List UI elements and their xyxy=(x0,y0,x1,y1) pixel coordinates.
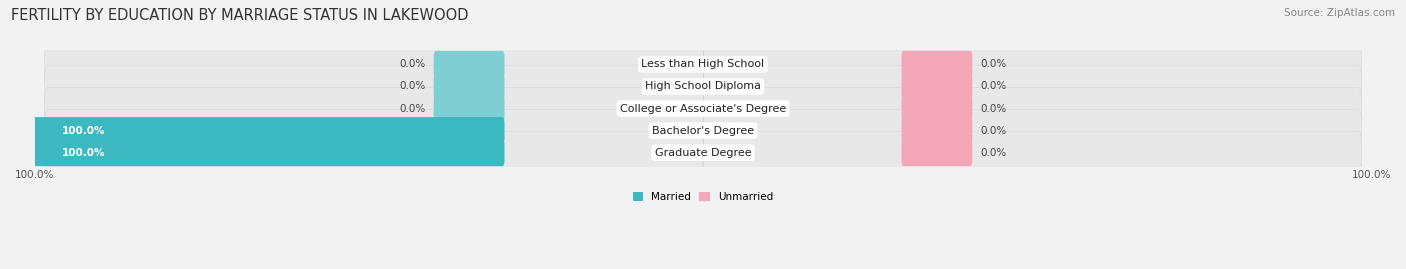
FancyBboxPatch shape xyxy=(901,139,973,166)
Text: Bachelor's Degree: Bachelor's Degree xyxy=(652,126,754,136)
FancyBboxPatch shape xyxy=(433,73,505,100)
Text: 0.0%: 0.0% xyxy=(399,59,426,69)
Text: Graduate Degree: Graduate Degree xyxy=(655,148,751,158)
Text: 100.0%: 100.0% xyxy=(62,148,105,158)
FancyBboxPatch shape xyxy=(45,132,1361,174)
FancyBboxPatch shape xyxy=(433,51,505,78)
FancyBboxPatch shape xyxy=(45,109,1361,152)
FancyBboxPatch shape xyxy=(901,95,973,122)
Text: FERTILITY BY EDUCATION BY MARRIAGE STATUS IN LAKEWOOD: FERTILITY BY EDUCATION BY MARRIAGE STATU… xyxy=(11,8,468,23)
Text: 0.0%: 0.0% xyxy=(399,82,426,91)
FancyBboxPatch shape xyxy=(45,65,1361,108)
Text: 0.0%: 0.0% xyxy=(980,104,1007,114)
Text: 0.0%: 0.0% xyxy=(399,104,426,114)
Text: 100.0%: 100.0% xyxy=(62,126,105,136)
Text: High School Diploma: High School Diploma xyxy=(645,82,761,91)
FancyBboxPatch shape xyxy=(901,51,973,78)
Text: College or Associate's Degree: College or Associate's Degree xyxy=(620,104,786,114)
Text: Source: ZipAtlas.com: Source: ZipAtlas.com xyxy=(1284,8,1395,18)
FancyBboxPatch shape xyxy=(45,87,1361,130)
FancyBboxPatch shape xyxy=(901,73,973,100)
Text: Less than High School: Less than High School xyxy=(641,59,765,69)
FancyBboxPatch shape xyxy=(433,95,505,122)
Text: 0.0%: 0.0% xyxy=(980,59,1007,69)
FancyBboxPatch shape xyxy=(45,43,1361,86)
Text: 0.0%: 0.0% xyxy=(980,126,1007,136)
Text: 0.0%: 0.0% xyxy=(980,82,1007,91)
FancyBboxPatch shape xyxy=(32,139,505,166)
Legend: Married, Unmarried: Married, Unmarried xyxy=(628,188,778,206)
Text: 0.0%: 0.0% xyxy=(980,148,1007,158)
FancyBboxPatch shape xyxy=(901,117,973,144)
FancyBboxPatch shape xyxy=(32,117,505,144)
